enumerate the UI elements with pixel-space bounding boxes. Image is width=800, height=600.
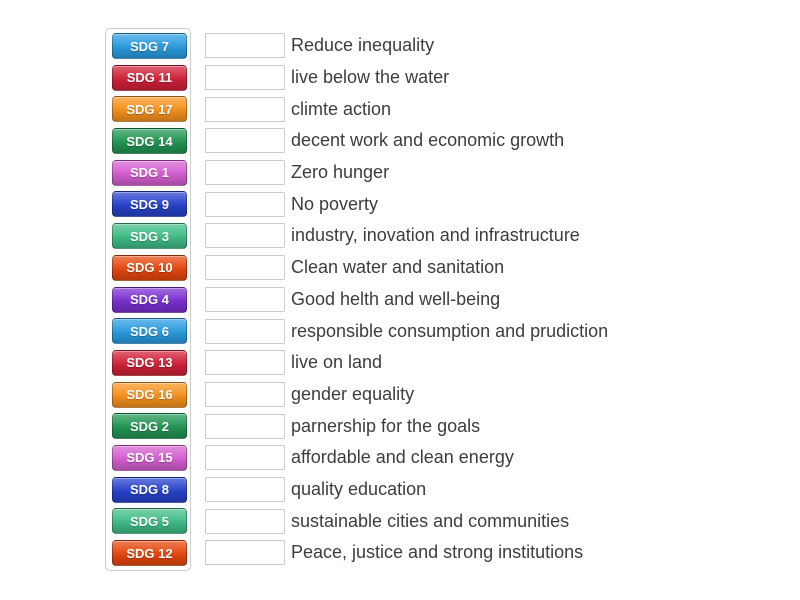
match-row: No poverty [205,188,608,220]
match-row: decent work and economic growth [205,125,608,157]
answers-column: Reduce inequality live below the water c… [205,30,608,569]
match-row: live on land [205,347,608,379]
answer-text: quality education [291,478,427,499]
match-row: industry, inovation and infrastructure [205,220,608,252]
answer-text: affordable and clean energy [291,447,514,468]
match-row: Reduce inequality [205,30,608,62]
answer-text: No poverty [291,193,379,214]
keyword-button[interactable]: SDG 6 [112,318,187,345]
answer-drop-slot[interactable] [205,413,285,439]
match-row: parnership for the goals [205,410,608,442]
answer-text: Reduce inequality [291,35,435,56]
answer-text: live below the water [291,67,450,88]
answer-text: parnership for the goals [291,415,481,436]
keyword-button[interactable]: SDG 2 [112,413,187,440]
answer-drop-slot[interactable] [205,508,285,534]
match-row: Zero hunger [205,157,608,189]
keyword-button[interactable]: SDG 15 [112,444,187,471]
answer-text: Peace, justice and strong institutions [291,542,584,563]
answer-text: gender equality [291,383,415,404]
answer-drop-slot[interactable] [205,33,285,59]
keyword-button[interactable]: SDG 17 [112,96,187,123]
answer-drop-slot[interactable] [205,381,285,407]
answer-drop-slot[interactable] [205,191,285,217]
match-row: Peace, justice and strong institutions [205,537,608,569]
answer-drop-slot[interactable] [205,160,285,186]
keywords-panel: SDG 7 SDG 11 SDG 17 SDG 14 SDG 1 SDG 9 SDG 3 SD… [105,28,191,571]
answer-drop-slot[interactable] [205,128,285,154]
match-row: affordable and clean energy [205,442,608,474]
answer-text: decent work and economic growth [291,130,565,151]
keyword-button[interactable]: SDG 1 [112,159,187,186]
match-row: responsible consumption and prudiction [205,315,608,347]
keyword-button[interactable]: SDG 11 [112,64,187,91]
keyword-button[interactable]: SDG 8 [112,476,187,503]
answer-text: Good helth and well-being [291,288,501,309]
keyword-button[interactable]: SDG 16 [112,381,187,408]
answer-drop-slot[interactable] [205,476,285,502]
keyword-button[interactable]: SDG 14 [112,128,187,155]
keyword-button[interactable]: SDG 9 [112,191,187,218]
answer-drop-slot[interactable] [205,540,285,566]
answer-text: live on land [291,352,383,373]
match-row: Good helth and well-being [205,284,608,316]
answer-text: sustainable cities and communities [291,510,570,531]
keyword-button[interactable]: SDG 3 [112,223,187,250]
answer-drop-slot[interactable] [205,350,285,376]
keyword-button[interactable]: SDG 13 [112,349,187,376]
keyword-button[interactable]: SDG 5 [112,508,187,535]
answer-drop-slot[interactable] [205,65,285,91]
match-row: climte action [205,93,608,125]
answer-text: climte action [291,98,392,119]
keyword-button[interactable]: SDG 10 [112,254,187,281]
answer-drop-slot[interactable] [205,318,285,344]
match-row: gender equality [205,379,608,411]
match-row: sustainable cities and communities [205,505,608,537]
answer-text: Zero hunger [291,162,390,183]
answer-drop-slot[interactable] [205,223,285,249]
answer-text: Clean water and sanitation [291,257,505,278]
answer-drop-slot[interactable] [205,255,285,281]
match-row: Clean water and sanitation [205,252,608,284]
match-row: live below the water [205,62,608,94]
answer-text: industry, inovation and infrastructure [291,225,580,246]
keyword-button[interactable]: SDG 7 [112,33,187,59]
keyword-button[interactable]: SDG 12 [112,540,187,566]
match-row: quality education [205,474,608,506]
answer-drop-slot[interactable] [205,286,285,312]
keyword-button[interactable]: SDG 4 [112,286,187,313]
answer-drop-slot[interactable] [205,445,285,471]
answer-text: responsible consumption and prudiction [291,320,609,341]
answer-drop-slot[interactable] [205,96,285,122]
